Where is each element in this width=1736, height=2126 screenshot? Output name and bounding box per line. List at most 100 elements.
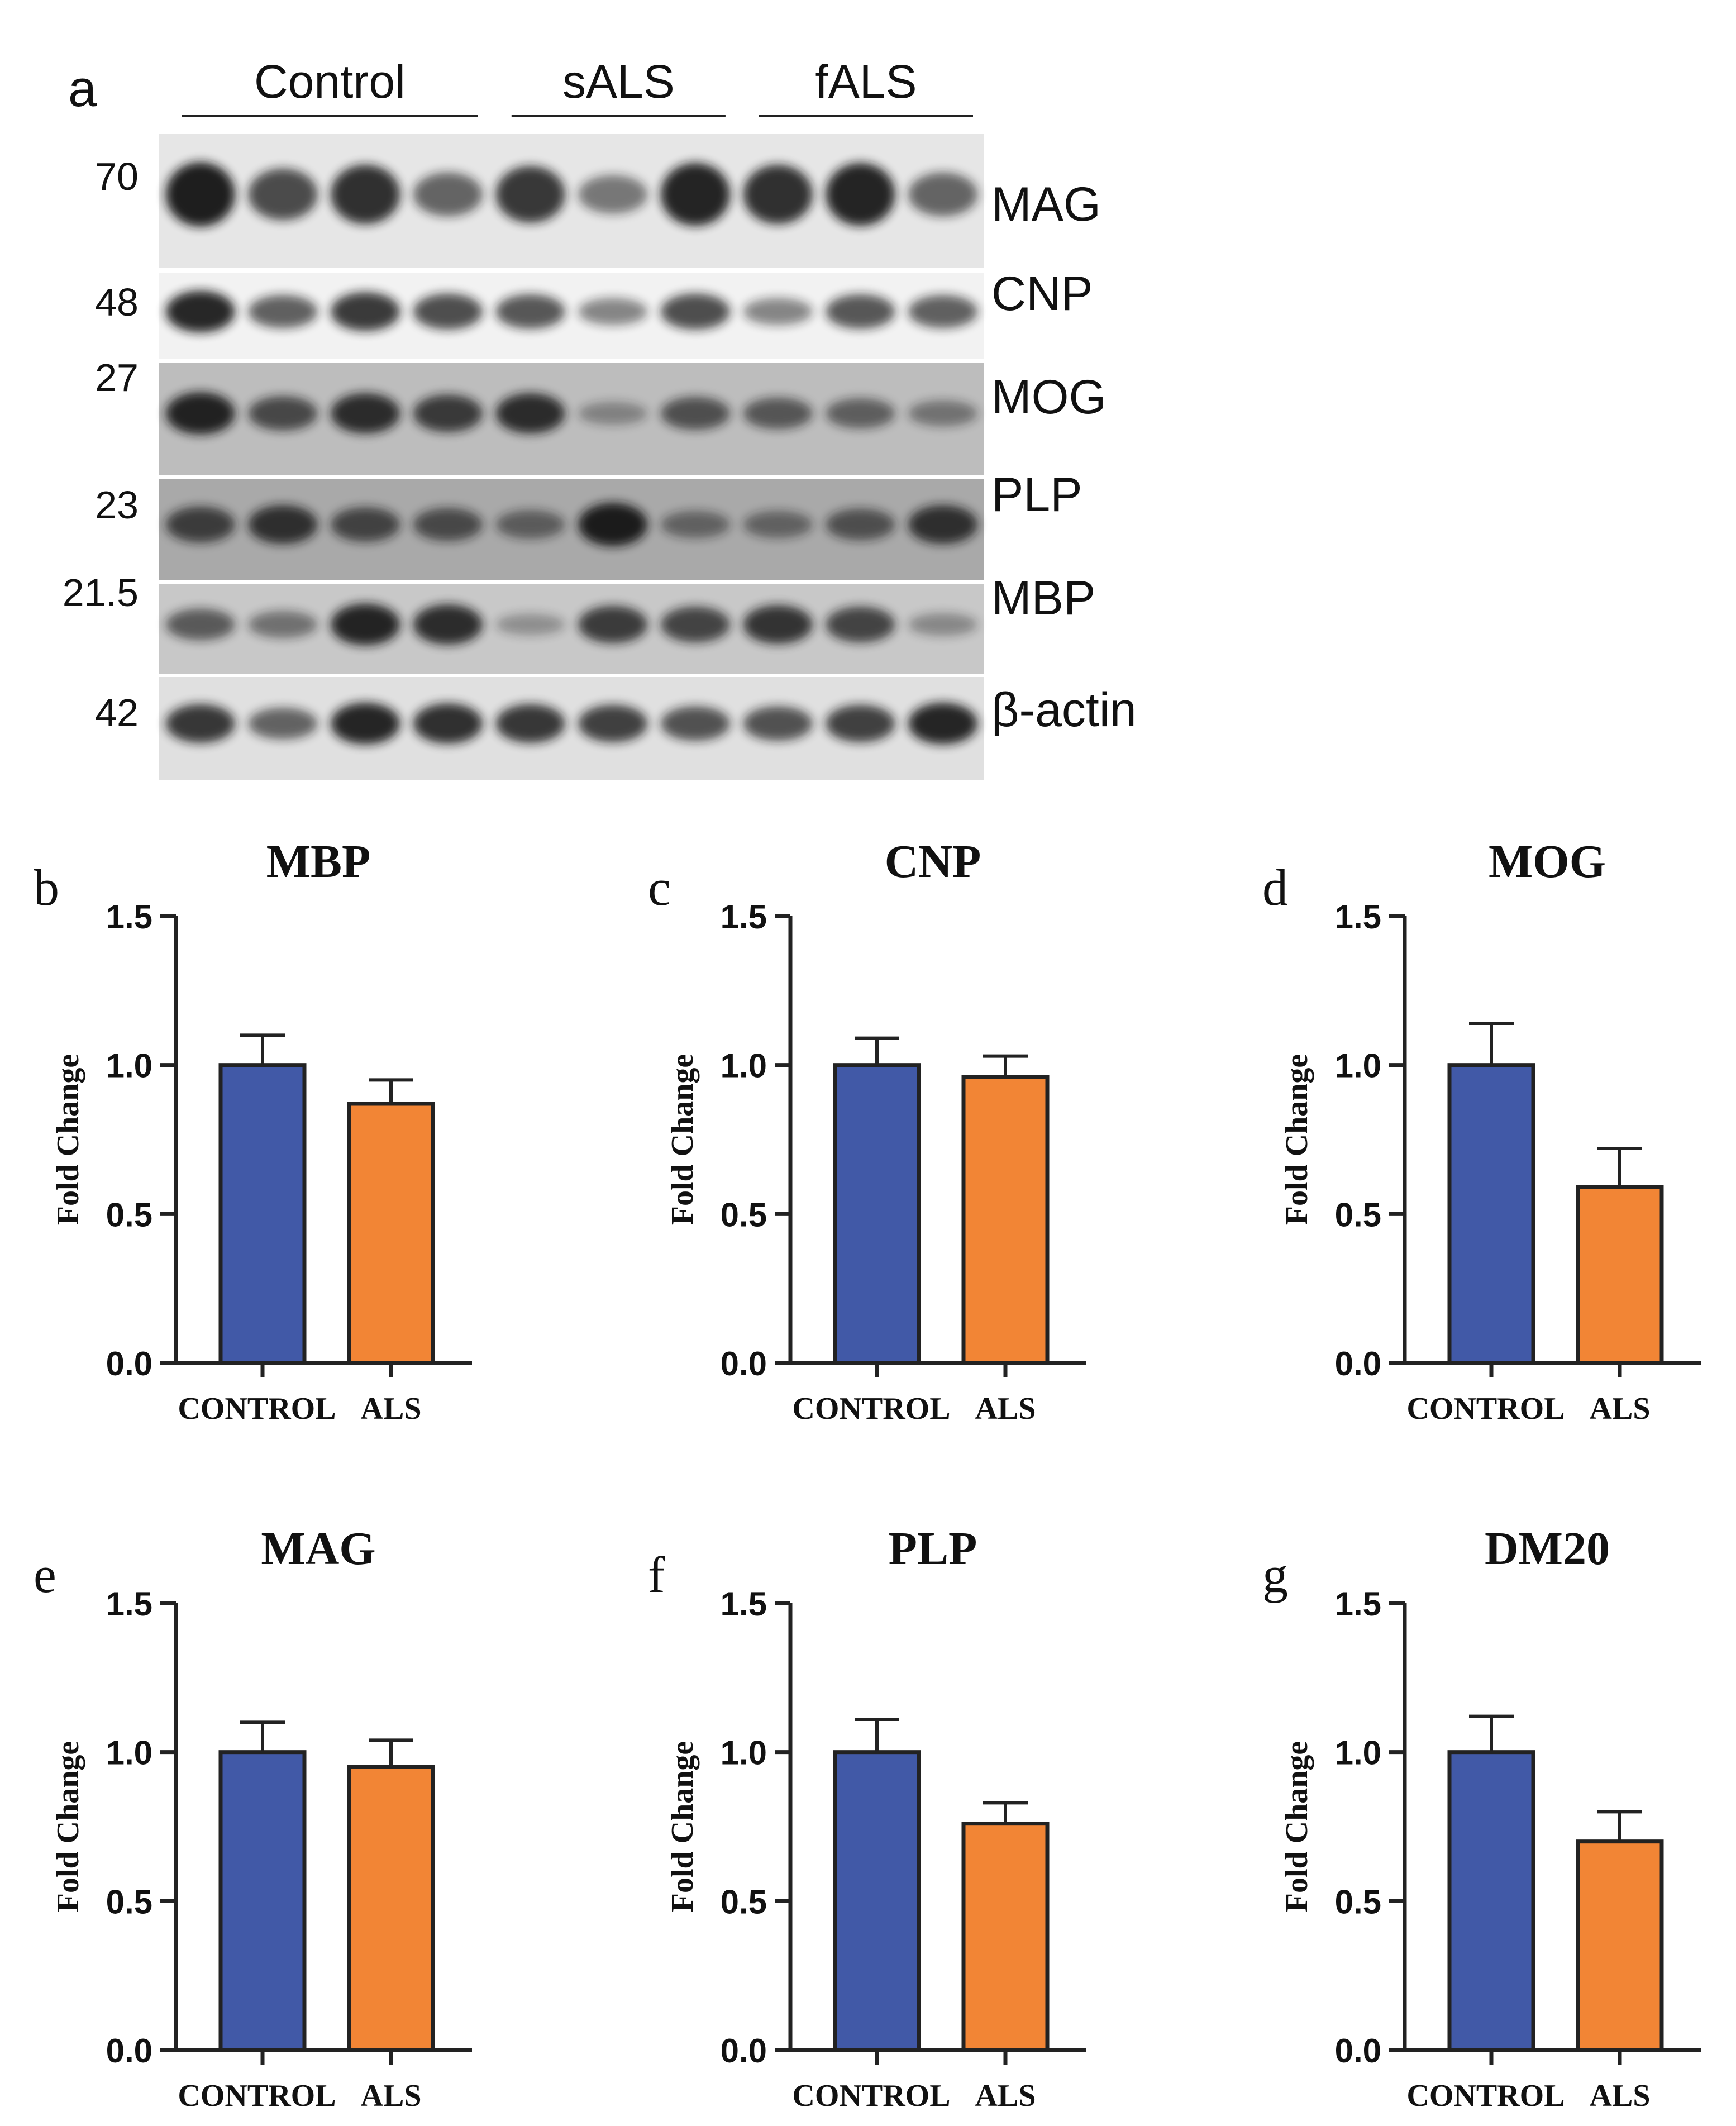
y-axis-label: Fold Change [1280,1054,1314,1226]
y-tick-label: 0.0 [1335,2032,1381,2070]
y-tick-label: 1.0 [721,1734,767,1772]
y-tick-label: 0.0 [1335,1345,1381,1383]
chart-title: MAG [261,1523,375,1575]
y-axis-label: Fold Change [665,1741,700,1913]
blot-band [661,511,731,538]
blot-band [331,507,400,542]
x-tick-label: CONTROL [178,1391,336,1426]
blot-band [743,164,813,225]
blot-band [908,505,978,544]
blot-band [248,707,318,740]
blot-band [578,298,648,326]
protein-label: PLP [991,468,1082,522]
x-tick-label: ALS [361,2079,422,2113]
chart-mbp: b MBP Fold Change 0.0 0.5 1.0 1.5 CONTROL ALS [34,836,472,1426]
blot-band [248,295,318,328]
y-tick-label: 1.5 [721,1585,767,1623]
chart-title: MOG [1489,836,1606,888]
blot-band [578,175,648,214]
blot-band [743,706,813,741]
x-tick-label: ALS [975,1391,1036,1426]
kda-label: 27 [95,356,139,399]
blot-band [165,704,235,743]
y-tick-label: 0.5 [721,1196,767,1233]
x-tick-label: ALS [1590,2079,1651,2113]
bar-control [218,1750,307,2052]
x-tick-label: CONTROL [178,2079,336,2113]
chart-title: MBP [266,836,371,888]
panel-letter-a: a [68,60,97,117]
chart-title: CNP [885,836,981,888]
protein-label: MOG [991,370,1106,424]
blot-band [495,166,565,223]
blot-band [661,293,731,330]
y-tick-label: 0.5 [106,1196,152,1233]
chart-plp: f PLP Fold Change 0.0 0.5 1.0 1.5 CONTROL ALS [648,1523,1086,2113]
blot-band [248,168,318,221]
blot-band [908,295,978,328]
kda-label: 42 [95,691,139,735]
blot-band [578,606,648,643]
y-axis-label: Fold Change [665,1054,700,1226]
bar-als [1576,1839,1664,2052]
blot-band [908,613,978,636]
blot-band [331,702,400,745]
bar-als [961,1075,1050,1365]
blot-band [331,164,400,225]
bar-als [1576,1185,1664,1365]
blot-band [743,605,813,644]
blot-band [661,706,731,741]
blot-band [331,292,400,331]
blot-band [826,606,895,643]
y-tick-label: 0.5 [106,1883,152,1920]
blot-band [495,393,565,434]
blot-band [413,394,483,432]
y-tick-label: 1.0 [106,1047,152,1085]
blot-band [661,397,731,430]
bar-als [961,1822,1050,2052]
bar-als [347,1765,435,2052]
x-tick-label: CONTROL [792,2079,950,2113]
blot-band [578,503,648,546]
blot-band [495,294,565,329]
y-tick-label: 0.0 [106,2032,152,2070]
bar-control [833,1750,921,2052]
bar-als [347,1102,435,1365]
panel-letter: b [34,859,59,916]
blot-band [826,398,895,428]
blot-band [165,162,235,227]
bar-control [218,1063,307,1365]
blot-band [248,396,318,431]
kda-label: 23 [95,483,139,527]
blot-band [908,172,978,217]
y-tick-label: 1.5 [721,898,767,936]
protein-label: MAG [991,178,1101,231]
x-tick-label: CONTROL [1406,1391,1565,1426]
blot-band [165,506,235,543]
chart-cnp: c CNP Fold Change 0.0 0.5 1.0 1.5 CONTROL ALS [648,836,1086,1426]
y-tick-label: 0.0 [721,2032,767,2070]
blot-band [413,604,483,645]
y-axis-label: Fold Change [51,1741,85,1913]
chart-dm20: g DM20 Fold Change 0.0 0.5 1.0 1.5 CONTROL ALS [1262,1523,1701,2113]
panel-letter: g [1262,1546,1288,1603]
y-tick-label: 0.5 [721,1883,767,1920]
y-tick-label: 0.5 [1335,1196,1381,1233]
blot-band [495,613,565,636]
blot-band [578,704,648,742]
kda-label: 21.5 [63,571,139,614]
blot-band [331,393,400,434]
blot-band [743,511,813,538]
x-tick-label: ALS [361,1391,422,1426]
group-label: fALS [815,55,917,108]
blot-band [578,402,648,425]
x-tick-label: CONTROL [792,1391,950,1426]
blot-band [165,392,235,435]
blot-band [248,505,318,544]
x-tick-label: ALS [975,2079,1036,2113]
panel-letter: c [648,859,671,916]
blot-band [908,702,978,745]
panel-letter: d [1262,859,1288,916]
chart-mag: e MAG Fold Change 0.0 0.5 1.0 1.5 CONTROL ALS [34,1523,472,2113]
blot-band [661,163,731,226]
